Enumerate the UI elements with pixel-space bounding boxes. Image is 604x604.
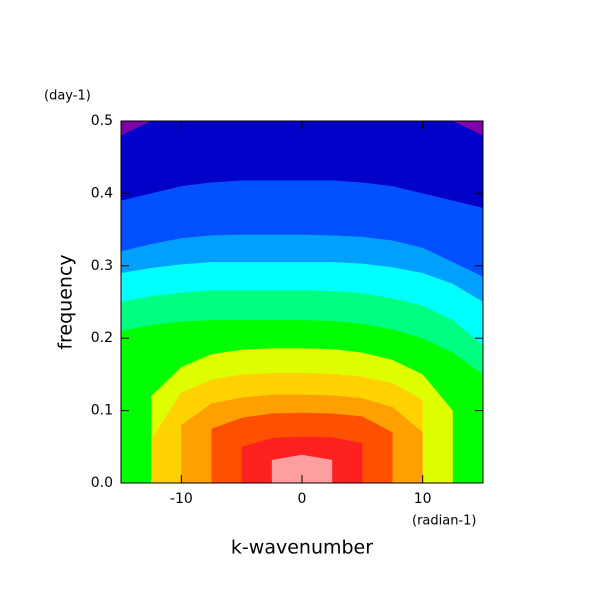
y-tick-label: 0.5 [91, 113, 113, 129]
x-tick-label: 10 [414, 491, 432, 507]
y-tick-label: 0.2 [91, 330, 113, 346]
x-unit: (radian-1) [412, 514, 477, 529]
x-axis-title: k-wavenumber [231, 537, 373, 559]
contour-band [271, 454, 333, 483]
x-tick-label: -10 [170, 491, 193, 507]
x-tick-label: 0 [298, 491, 307, 507]
y-unit: (day-1) [44, 89, 91, 104]
plot-area [121, 121, 483, 484]
y-axis-title: frequency [55, 254, 77, 349]
y-tick-label: 0.4 [91, 185, 113, 201]
y-tick-label: 0.0 [91, 475, 113, 491]
y-tick-label: 0.1 [91, 403, 113, 419]
y-tick-label: 0.3 [91, 258, 113, 274]
